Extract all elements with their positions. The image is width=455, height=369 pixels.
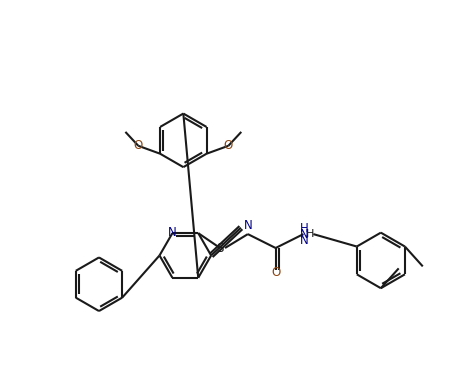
Text: O: O: [223, 139, 233, 152]
Text: N: N: [243, 219, 252, 232]
Text: H
N: H N: [299, 222, 308, 246]
Text: H: H: [305, 229, 314, 239]
Text: N: N: [168, 225, 177, 239]
Text: O: O: [270, 266, 280, 279]
Text: N: N: [299, 228, 308, 241]
Text: O: O: [133, 139, 142, 152]
Text: S: S: [216, 241, 223, 255]
